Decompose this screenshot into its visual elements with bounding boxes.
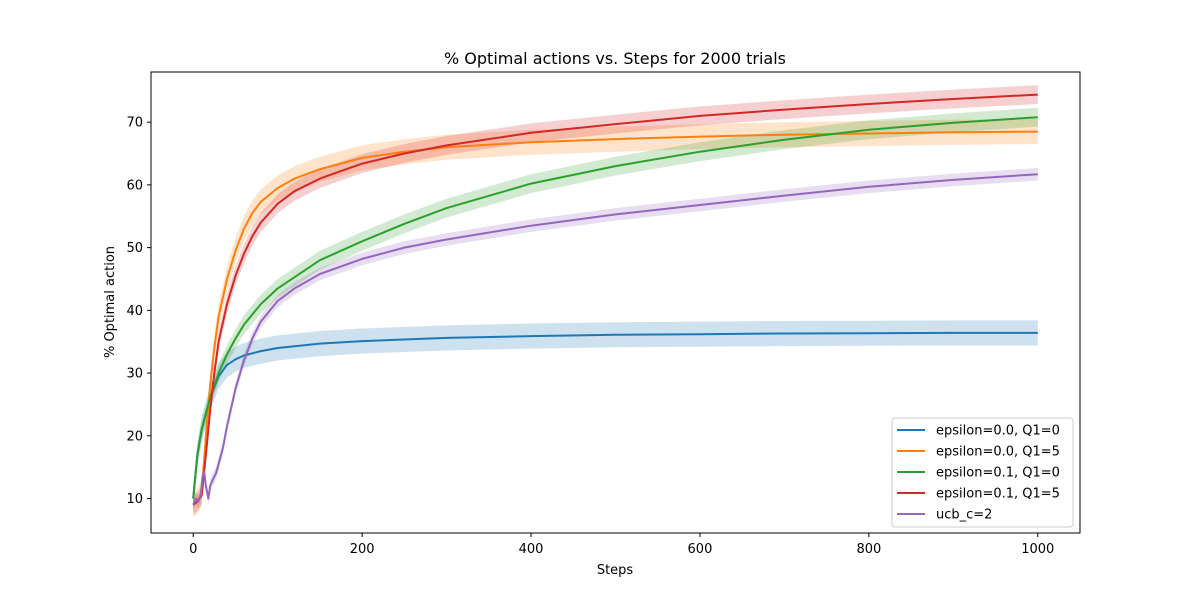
y-axis-ticks: 10 20 30 40 50 60 70 xyxy=(126,116,151,507)
series-line-4 xyxy=(192,173,1038,506)
legend-label: epsilon=0.1, Q1=0 xyxy=(936,466,1060,481)
series-band-0 xyxy=(193,320,1038,511)
legend-label: epsilon=0.0, Q1=0 xyxy=(936,424,1060,439)
legend-label: epsilon=0.0, Q1=5 xyxy=(936,445,1060,460)
x-tick-label: 800 xyxy=(856,542,881,557)
legend: epsilon=0.0, Q1=0 epsilon=0.0, Q1=5 epsilo… xyxy=(891,417,1074,528)
x-tick-label: 0 xyxy=(189,542,197,557)
chart-title: % Optimal actions vs. Steps for 2000 tri… xyxy=(444,49,786,68)
x-axis-ticks: 0 200 400 600 800 1000 xyxy=(189,533,1054,557)
x-tick-label: 200 xyxy=(350,542,375,557)
x-axis-label: Steps xyxy=(597,563,634,578)
y-tick-label: 30 xyxy=(126,367,143,382)
legend-box xyxy=(891,417,1074,528)
plot-frame xyxy=(150,71,1081,534)
series-lines xyxy=(192,93,1038,506)
y-tick-label: 40 xyxy=(126,304,143,319)
confidence-bands xyxy=(193,85,1038,518)
y-tick-label: 20 xyxy=(126,429,143,444)
x-tick-label: 600 xyxy=(688,542,713,557)
x-tick-label: 1000 xyxy=(1021,542,1054,557)
y-tick-label: 10 xyxy=(126,492,143,507)
y-tick-label: 60 xyxy=(126,178,143,193)
y-tick-label: 70 xyxy=(126,116,143,131)
x-tick-label: 400 xyxy=(519,542,544,557)
legend-label: epsilon=0.1, Q1=5 xyxy=(936,487,1060,502)
legend-label: ucb_c=2 xyxy=(936,508,992,523)
series-line-1 xyxy=(192,130,1038,506)
y-tick-label: 50 xyxy=(126,241,143,256)
y-axis-label: % Optimal action xyxy=(103,246,118,358)
series-band-4 xyxy=(193,168,1038,511)
series-line-3 xyxy=(192,93,1038,506)
